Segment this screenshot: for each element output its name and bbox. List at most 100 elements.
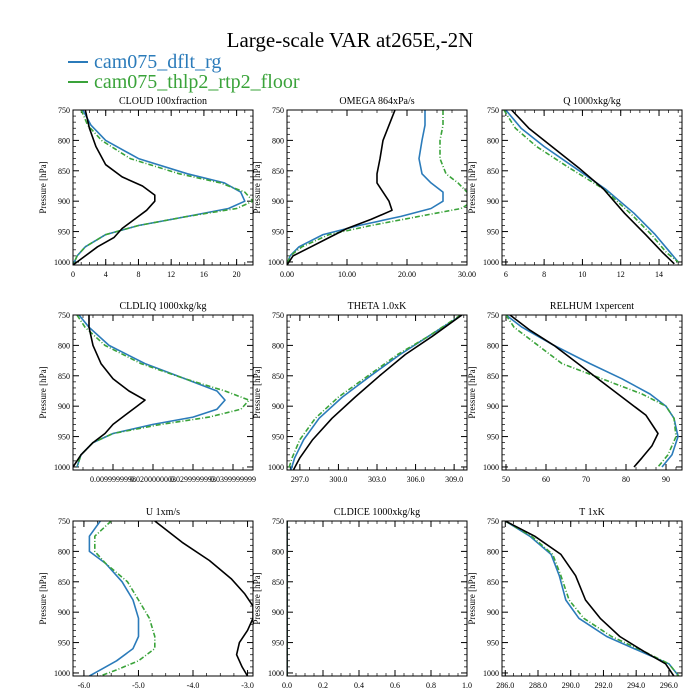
y-tick-label: 950 xyxy=(58,228,70,237)
x-tick-label: 70 xyxy=(582,475,590,484)
plot-frame xyxy=(72,314,254,471)
y-tick-label: 800 xyxy=(58,136,70,145)
y-tick-label: 950 xyxy=(487,639,499,648)
y-tick-label: 950 xyxy=(272,433,284,442)
series-line xyxy=(287,110,444,265)
x-tick-label: 300.0 xyxy=(329,475,347,484)
plot-frame xyxy=(501,520,683,677)
plot-frame xyxy=(72,109,254,266)
chart-title: CLDICE 1000xkg/kg xyxy=(334,507,420,518)
y-tick-label: 900 xyxy=(487,402,499,411)
plot-frame xyxy=(286,520,468,677)
series-line xyxy=(504,521,680,676)
y-tick-label: 800 xyxy=(272,547,284,556)
x-tick-label: 294.0 xyxy=(627,681,645,690)
x-tick-label: 0.8 xyxy=(426,681,436,690)
y-axis-label: Pressure [hPa] xyxy=(38,161,48,213)
x-tick-label: -4.0 xyxy=(187,681,200,690)
plot-frame xyxy=(286,314,468,471)
x-tick-label: 292.0 xyxy=(594,681,612,690)
y-tick-label: 800 xyxy=(58,547,70,556)
x-tick-label: 0.6 xyxy=(390,681,400,690)
y-tick-label: 750 xyxy=(58,106,70,115)
x-tick-label: 288.0 xyxy=(529,681,547,690)
series-line xyxy=(73,110,253,265)
chart-title: CLDLIQ 1000xkg/kg xyxy=(120,301,207,312)
x-tick-label: 0.0299999993 xyxy=(170,475,216,484)
series-line xyxy=(154,521,253,676)
y-tick-label: 1000 xyxy=(268,258,284,267)
y-tick-label: 1000 xyxy=(54,258,70,267)
series-line xyxy=(511,110,675,265)
x-tick-label: 20 xyxy=(233,270,241,279)
x-tick-label: 14 xyxy=(655,270,663,279)
y-tick-label: 850 xyxy=(272,578,284,587)
plot-frame xyxy=(286,109,468,266)
y-axis-label: Pressure [hPa] xyxy=(467,161,477,213)
y-tick-label: 800 xyxy=(487,547,499,556)
series-line xyxy=(287,315,462,470)
y-tick-label: 800 xyxy=(487,136,499,145)
legend-item-thlp2-rtp2-floor: cam075_thlp2_rtp2_floor xyxy=(68,70,300,93)
y-tick-label: 950 xyxy=(487,433,499,442)
x-tick-label: 4 xyxy=(104,270,108,279)
x-tick-label: 0.00 xyxy=(280,270,294,279)
y-tick-label: 900 xyxy=(272,608,284,617)
chart-panel: CLDLIQ 1000xkg/kg 750 800 850 900 950 1000 0.00… xyxy=(38,301,256,484)
series-line xyxy=(73,315,146,468)
chart-title: OMEGA 864xPa/s xyxy=(339,96,414,107)
legend-swatch xyxy=(68,81,88,83)
x-tick-label: 10 xyxy=(578,270,586,279)
y-tick-label: 1000 xyxy=(268,669,284,678)
x-tick-label: 8 xyxy=(136,270,140,279)
y-tick-label: 750 xyxy=(272,517,284,526)
y-tick-label: 850 xyxy=(487,578,499,587)
series-line xyxy=(73,110,246,265)
x-tick-label: 0.0399999999 xyxy=(210,475,256,484)
y-tick-label: 850 xyxy=(272,167,284,176)
series-line xyxy=(505,315,677,468)
y-tick-label: 900 xyxy=(58,197,70,206)
x-tick-label: 6 xyxy=(504,270,508,279)
x-tick-label: 0.0099999998 xyxy=(90,475,136,484)
y-tick-label: 1000 xyxy=(483,258,499,267)
y-tick-label: 850 xyxy=(58,578,70,587)
y-axis-label: Pressure [hPa] xyxy=(252,161,262,213)
chart-title: RELHUM 1xpercent xyxy=(550,301,634,312)
chart-title: CLOUD 100xfraction xyxy=(119,96,207,107)
x-tick-label: 296.0 xyxy=(660,681,678,690)
y-tick-label: 750 xyxy=(58,517,70,526)
y-tick-label: 750 xyxy=(58,311,70,320)
y-tick-label: 750 xyxy=(487,517,499,526)
y-tick-label: 750 xyxy=(487,106,499,115)
legend-label: cam075_thlp2_rtp2_floor xyxy=(94,70,300,93)
x-tick-label: -6.0 xyxy=(78,681,91,690)
y-tick-label: 900 xyxy=(272,402,284,411)
x-tick-label: 20.00 xyxy=(398,270,416,279)
series-line xyxy=(290,315,463,470)
y-axis-label: Pressure [hPa] xyxy=(38,572,48,624)
series-line xyxy=(76,315,250,468)
y-tick-label: 900 xyxy=(272,197,284,206)
x-tick-label: 0 xyxy=(71,270,75,279)
y-axis-label: Pressure [hPa] xyxy=(252,572,262,624)
y-tick-label: 950 xyxy=(272,228,284,237)
x-tick-label: 286.0 xyxy=(496,681,514,690)
y-axis-label: Pressure [hPa] xyxy=(252,366,262,418)
series-line xyxy=(88,521,140,676)
y-tick-label: 900 xyxy=(487,197,499,206)
y-tick-label: 1000 xyxy=(54,463,70,472)
series-line xyxy=(292,315,463,470)
x-tick-label: 1.0 xyxy=(462,681,472,690)
plot-frame xyxy=(501,314,683,471)
plot-frame xyxy=(501,109,683,266)
plot-frame xyxy=(72,520,254,677)
x-tick-label: 16 xyxy=(200,270,208,279)
x-tick-label: 90 xyxy=(662,475,670,484)
x-tick-label: 306.0 xyxy=(407,475,425,484)
series-line xyxy=(504,521,680,676)
y-tick-label: 850 xyxy=(487,167,499,176)
y-tick-label: 950 xyxy=(58,639,70,648)
series-line xyxy=(94,521,156,676)
